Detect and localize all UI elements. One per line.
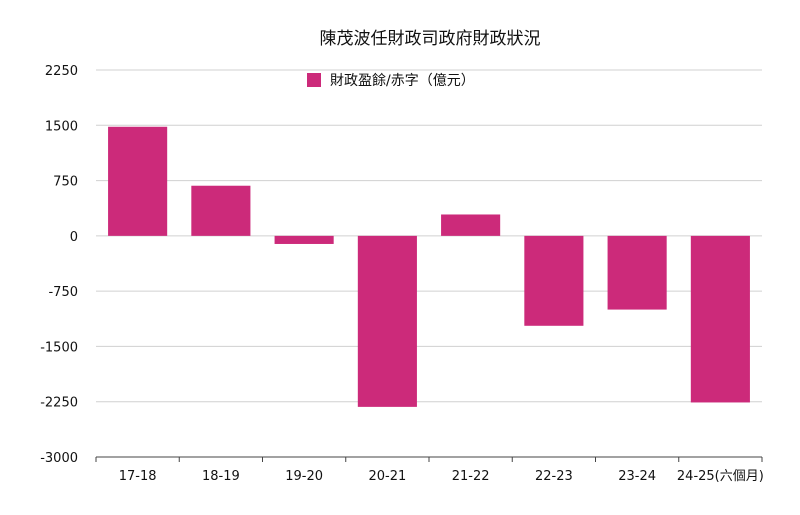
bar-19-20 [274, 235, 334, 244]
x-tick-label: 20-21 [368, 469, 406, 484]
y-tick-label: 1500 [45, 119, 78, 134]
x-tick-label: 23-24 [618, 469, 656, 484]
chart-title: 陳茂波任財政司政府財政狀況 [320, 29, 541, 49]
x-tick-label: 24-25(六個月) [677, 469, 764, 484]
y-tick-label: 0 [70, 230, 78, 245]
x-axis-ticks: 17-18 18-19 19-20 20-21 21-22 22-23 23-24 24-25… [95, 457, 764, 484]
y-axis-ticks: 2250 1500 750 0 -750 -1500 -2250 -3000 [40, 64, 78, 466]
bar-24-25(六個月) [690, 235, 750, 403]
y-tick-label: 750 [53, 175, 78, 190]
bar-21-22 [441, 214, 501, 236]
bars [108, 126, 750, 407]
legend-label: 財政盈餘/赤字（億元） [330, 72, 475, 89]
bar-18-19 [191, 185, 251, 236]
legend-swatch [307, 73, 321, 87]
bar-22-23 [524, 235, 584, 326]
x-tick-label: 18-19 [202, 469, 240, 484]
bar-17-18 [108, 126, 168, 236]
y-tick-label: -750 [48, 285, 78, 300]
y-tick-label: -3000 [40, 451, 78, 466]
x-tick-label: 19-20 [285, 469, 323, 484]
y-tick-label: 2250 [45, 64, 78, 79]
y-tick-label: -1500 [40, 340, 78, 355]
legend: 財政盈餘/赤字（億元） [307, 72, 475, 89]
x-tick-label: 17-18 [119, 469, 157, 484]
x-tick-label: 21-22 [452, 469, 490, 484]
y-tick-label: -2250 [40, 396, 78, 411]
bar-23-24 [607, 235, 667, 310]
bar-20-21 [357, 235, 417, 407]
x-tick-label: 22-23 [535, 469, 573, 484]
